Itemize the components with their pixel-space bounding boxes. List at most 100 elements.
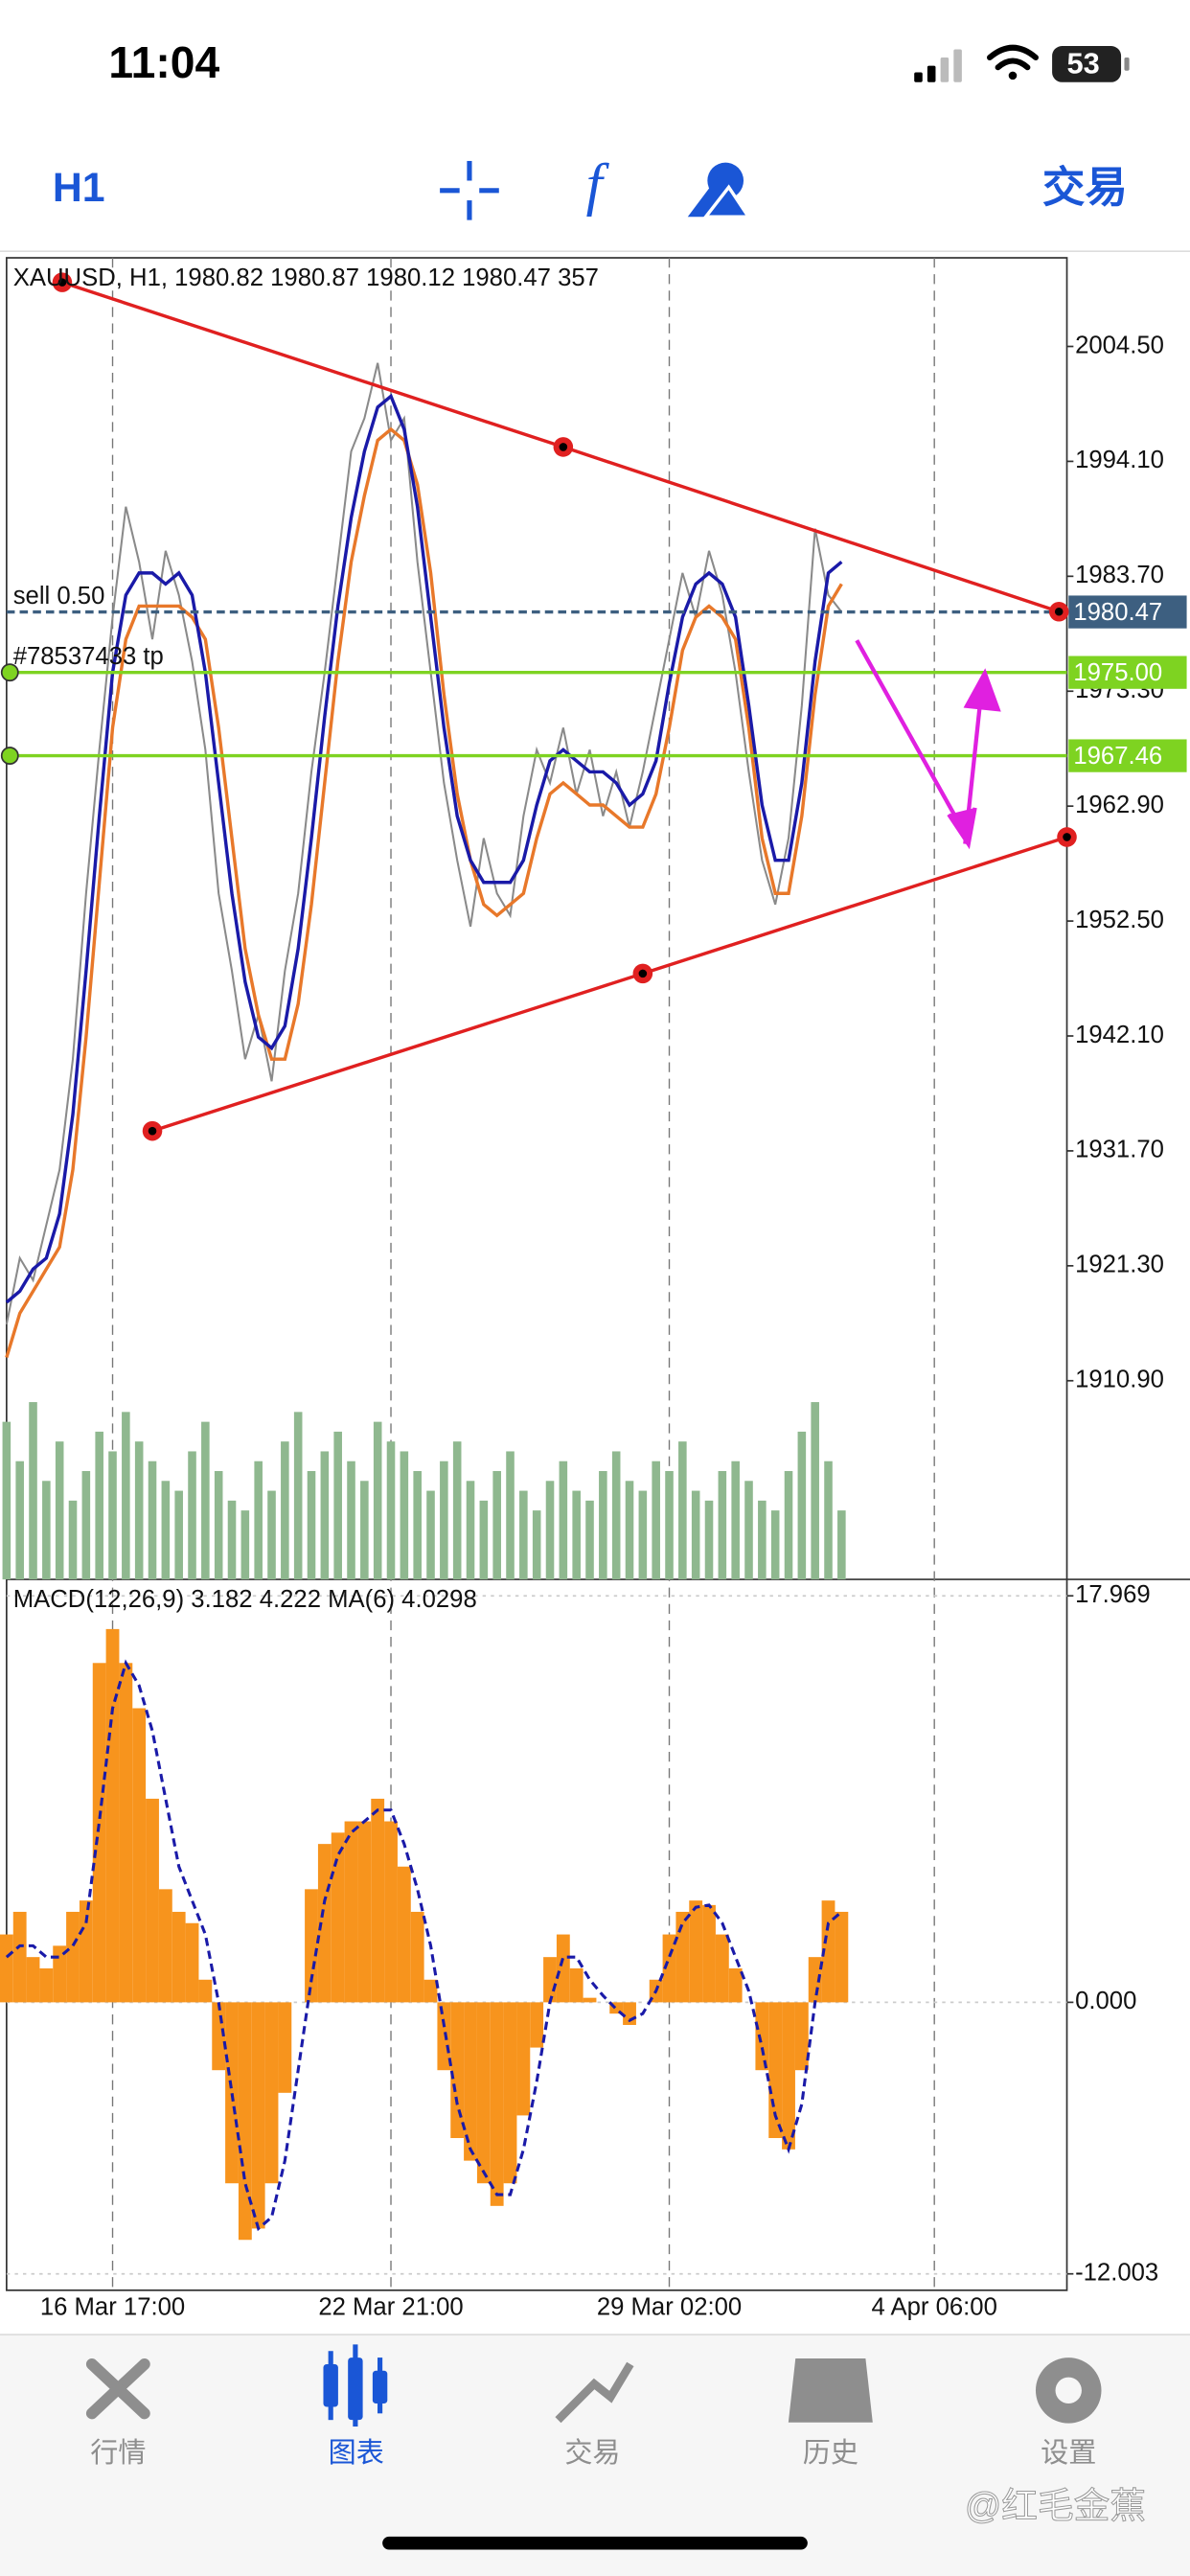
volume-bar (320, 1451, 330, 1580)
volume-bar (333, 1431, 342, 1580)
macd-bar (516, 2002, 531, 2116)
macd-bar (264, 2002, 279, 2184)
price-level-box (1068, 739, 1187, 772)
macd-bar (39, 1967, 54, 2003)
volume-bar (678, 1441, 687, 1580)
settings-icon[interactable] (1035, 2358, 1102, 2424)
macd-bar (251, 2002, 265, 2229)
order-tag: #78537433 tp (13, 643, 164, 670)
macd-bar (794, 2002, 809, 2071)
signal-icon (914, 49, 962, 82)
home-indicator (382, 2536, 808, 2550)
price-level-label: 1967.46 (1073, 743, 1162, 770)
volume-bar (95, 1431, 103, 1580)
volume-bar (281, 1441, 289, 1580)
macd-bar (92, 1663, 106, 2003)
macd-bar (26, 1957, 40, 2003)
volume-bar (691, 1490, 700, 1580)
signal-line (5, 1659, 843, 2232)
tab-label[interactable]: 图表 (329, 2437, 384, 2469)
volume-bar (731, 1460, 740, 1580)
volume-bar (386, 1441, 396, 1580)
tab-label[interactable]: 交易 (564, 2437, 620, 2469)
macd-bar (503, 2002, 517, 2184)
tab-label[interactable]: 设置 (1041, 2438, 1096, 2469)
volume-bar (413, 1471, 422, 1580)
macd-bar (185, 1922, 199, 2003)
volume-bar (758, 1500, 767, 1580)
quotes-icon[interactable] (85, 2358, 150, 2420)
crosshair-button[interactable] (440, 160, 499, 220)
tab-label[interactable]: 历史 (803, 2437, 858, 2469)
volume-bar (55, 1441, 64, 1580)
volume-bar (440, 1460, 448, 1580)
timeframe-button[interactable]: H1 (53, 165, 105, 211)
volume-bar (770, 1510, 780, 1580)
battery-icon (1052, 46, 1122, 82)
macd-bar (12, 1911, 27, 2003)
volume-bar (811, 1402, 819, 1580)
tab-label[interactable]: 行情 (90, 2437, 146, 2469)
volume-bar (572, 1490, 581, 1580)
macd-bar (476, 2002, 491, 2184)
volume-bar (638, 1490, 648, 1580)
status-time: 11:04 (108, 37, 219, 87)
macd-bar (172, 1911, 186, 2003)
volume-bar (704, 1500, 714, 1580)
price-line (5, 362, 843, 1325)
macd-bar (490, 2002, 504, 2206)
trendline-anchor-dot (57, 278, 67, 287)
indicator-title: XAUUSD, H1, 1980.82 1980.87 1980.12 1980… (13, 264, 599, 291)
trade-icon[interactable] (555, 2361, 634, 2424)
macd-bar (66, 1911, 80, 2003)
battery-tip (1124, 58, 1130, 71)
volume-bar (174, 1490, 183, 1580)
volume-bar (611, 1451, 621, 1580)
volume-bar (42, 1481, 51, 1580)
y-tick-label: 1910.90 (1075, 1367, 1164, 1393)
volume-bar (492, 1471, 501, 1580)
volume-bar (797, 1431, 807, 1580)
indicator-button[interactable]: f (586, 152, 610, 218)
volume-bar (201, 1421, 210, 1580)
y-tick-label: 1952.50 (1075, 907, 1164, 933)
macd-bar (450, 2002, 465, 2139)
macd-bar (53, 1945, 67, 2003)
volume-bar (545, 1481, 555, 1580)
trendline-anchor-dot (1054, 607, 1064, 616)
macd-bar (397, 1866, 411, 2003)
volume-bar (81, 1471, 91, 1580)
volume-bar (29, 1402, 37, 1580)
trade-button[interactable]: 交易 (1042, 165, 1128, 212)
order-handle (0, 663, 19, 682)
wifi-icon (987, 44, 1039, 80)
y-tick-label: 1994.10 (1075, 447, 1164, 473)
y-tick-label: 1921.30 (1075, 1252, 1164, 1278)
volume-bar (240, 1510, 250, 1580)
volume-bar (532, 1510, 541, 1580)
y-tick-label: 17.969 (1075, 1581, 1151, 1608)
trendline (151, 835, 1068, 1133)
macd-panel: 17.969 0.000 -12.003 16 Mar 17:00 22 Mar 21:… (0, 1581, 1158, 2320)
forecast-arrow (855, 639, 1001, 850)
volume-bar (148, 1460, 157, 1580)
objects-button[interactable] (687, 162, 752, 218)
volume-bar (824, 1460, 833, 1580)
x-tick-label: 16 Mar 17:00 (40, 2293, 185, 2320)
history-icon[interactable] (788, 2358, 873, 2423)
price-level-label: 1980.47 (1073, 599, 1162, 626)
chart-icon[interactable] (323, 2344, 388, 2427)
volume-bar (293, 1412, 303, 1580)
macd-bar (198, 1979, 213, 2003)
volume-bar (188, 1451, 196, 1580)
volume-bar (559, 1460, 568, 1580)
macd-bar (583, 1997, 597, 2003)
macd-bar (689, 1900, 703, 2003)
macd-bar (357, 1821, 372, 2003)
x-tick-label: 29 Mar 02:00 (597, 2293, 742, 2320)
trendline-anchor-dot (148, 1126, 157, 1136)
volume-bar (267, 1490, 276, 1580)
y-tick-label: 0.000 (1075, 1988, 1136, 2014)
macd-bar (132, 1708, 147, 2003)
y-tick-label: 1962.90 (1075, 792, 1164, 818)
